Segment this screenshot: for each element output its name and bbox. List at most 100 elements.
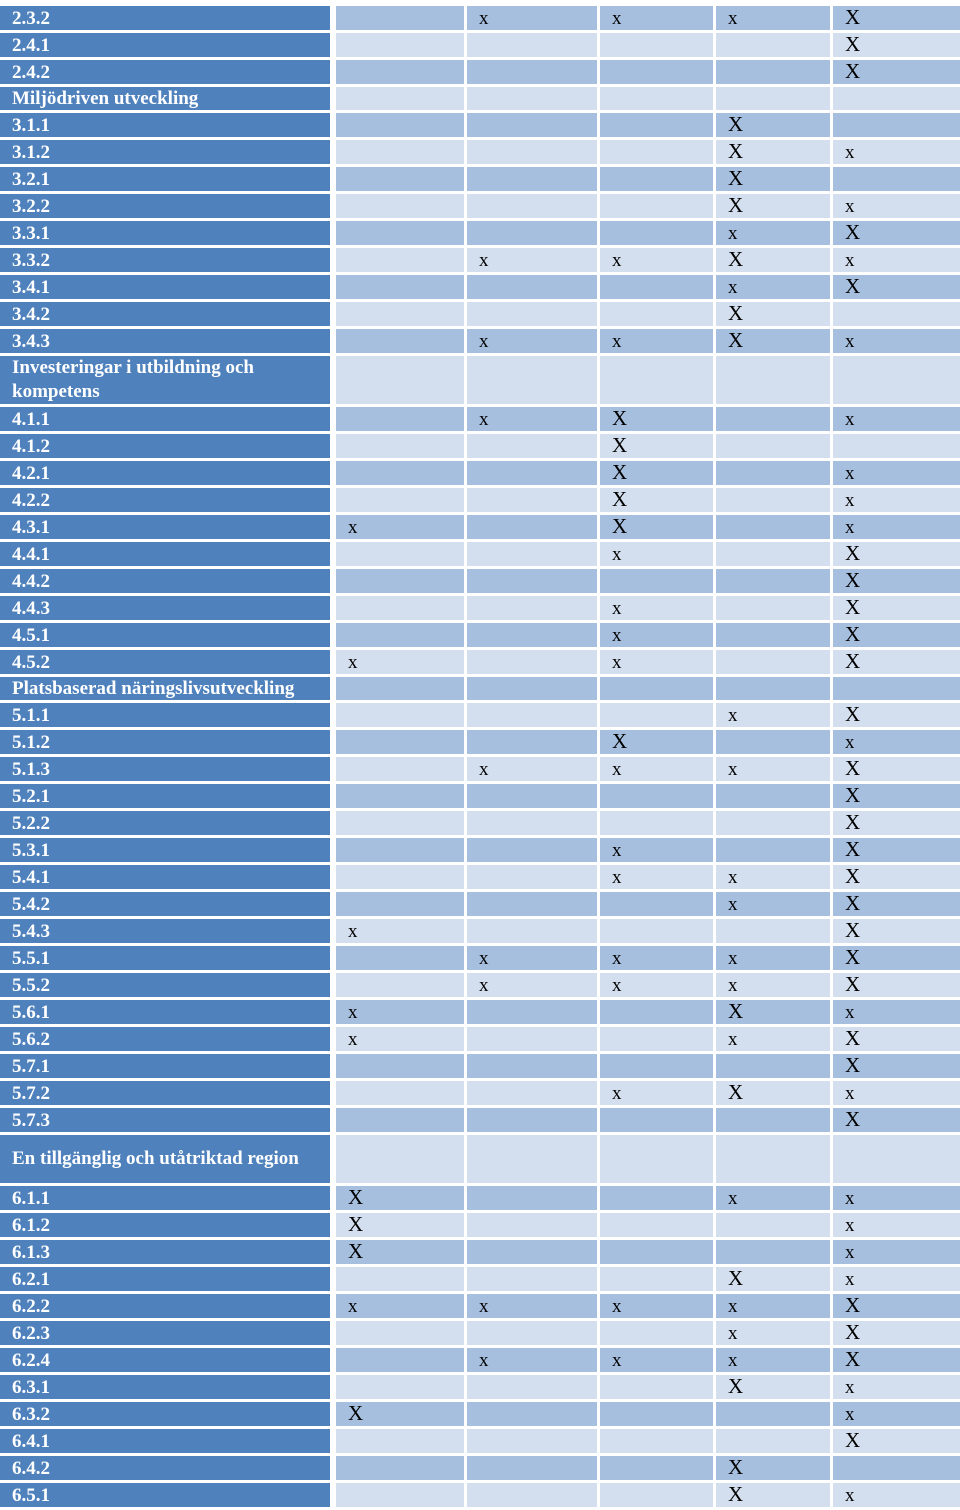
row-label: 5.6.2 xyxy=(0,1027,330,1054)
row-label: 4.3.1 xyxy=(0,515,330,542)
matrix-cell xyxy=(336,221,464,248)
matrix-cell: x xyxy=(464,329,597,356)
matrix-cell xyxy=(713,730,830,757)
cell-mark: x xyxy=(845,141,855,163)
matrix-cell xyxy=(464,1081,597,1108)
cell-mark: X xyxy=(348,1213,364,1236)
cell-mark: x xyxy=(612,758,622,780)
matrix-cell xyxy=(336,703,464,730)
cell-mark: x xyxy=(612,7,622,29)
matrix-cell: X xyxy=(597,407,713,434)
matrix-cell xyxy=(597,221,713,248)
row-label: Investeringar i utbildning och kompetens xyxy=(0,356,330,407)
matrix-cell xyxy=(464,623,597,650)
matrix-cell: X xyxy=(830,865,960,892)
matrix-cell xyxy=(830,302,960,329)
cell-mark: x xyxy=(479,249,489,271)
row-label: 6.2.3 xyxy=(0,1321,330,1348)
cell-mark: x xyxy=(612,543,622,565)
column-gap xyxy=(330,60,336,87)
matrix-cell xyxy=(336,784,464,811)
matrix-cell: X xyxy=(830,623,960,650)
matrix-cell: X xyxy=(830,275,960,302)
matrix-cell: X xyxy=(830,33,960,60)
cell-mark: X xyxy=(612,434,628,457)
matrix-cell xyxy=(336,113,464,140)
matrix-cell xyxy=(713,569,830,596)
matrix-cell xyxy=(597,1240,713,1267)
cell-mark: X xyxy=(845,892,861,915)
table-row: 3.4.2 X xyxy=(0,302,960,329)
matrix-cell: x xyxy=(597,623,713,650)
matrix-cell: x xyxy=(464,973,597,1000)
matrix-cell xyxy=(713,461,830,488)
column-gap xyxy=(330,1348,336,1375)
matrix-cell xyxy=(336,1429,464,1456)
matrix-cell xyxy=(597,1135,713,1186)
matrix-cell xyxy=(464,1456,597,1483)
column-gap xyxy=(330,623,336,650)
matrix-cell xyxy=(336,140,464,167)
cell-mark: x xyxy=(728,7,738,29)
matrix-cell: x xyxy=(597,757,713,784)
matrix-cell xyxy=(830,434,960,461)
cell-mark: x xyxy=(479,758,489,780)
matrix-cell xyxy=(464,194,597,221)
cell-mark: X xyxy=(845,5,861,29)
matrix-cell xyxy=(336,1135,464,1186)
matrix-cell: X xyxy=(830,811,960,838)
cell-mark: X xyxy=(845,865,861,888)
table-row: 5.2.1 X xyxy=(0,784,960,811)
matrix-cell: x xyxy=(830,248,960,275)
cell-mark: X xyxy=(612,461,628,484)
cell-mark: x xyxy=(845,330,855,352)
row-label: 6.4.1 xyxy=(0,1429,330,1456)
matrix-cell xyxy=(713,1429,830,1456)
column-gap xyxy=(330,488,336,515)
matrix-cell xyxy=(464,1321,597,1348)
matrix-cell xyxy=(597,811,713,838)
matrix-cell: x xyxy=(597,329,713,356)
matrix-cell xyxy=(464,167,597,194)
column-gap xyxy=(330,1186,336,1213)
table-row: 5.2.2 X xyxy=(0,811,960,838)
matrix-cell xyxy=(464,1402,597,1429)
matrix-cell xyxy=(336,730,464,757)
matrix-cell xyxy=(464,302,597,329)
matrix-cell xyxy=(713,356,830,407)
matrix-cell xyxy=(464,1000,597,1027)
matrix-cell: X xyxy=(830,919,960,946)
table-row: En tillgänglig och utåtriktad region xyxy=(0,1135,960,1186)
matrix-cell xyxy=(464,275,597,302)
matrix-cell: X xyxy=(830,569,960,596)
matrix-cell: x xyxy=(464,1348,597,1375)
matrix-cell: X xyxy=(713,1267,830,1294)
matrix-cell xyxy=(713,542,830,569)
matrix-cell xyxy=(830,356,960,407)
cell-mark: x xyxy=(348,516,358,538)
row-label: 3.3.2 xyxy=(0,248,330,275)
matrix-cell xyxy=(464,677,597,703)
row-label: 3.4.2 xyxy=(0,302,330,329)
matrix-cell: X xyxy=(830,892,960,919)
matrix-cell xyxy=(830,87,960,113)
matrix-cell: x xyxy=(597,838,713,865)
cell-mark: x xyxy=(612,1082,622,1104)
cell-mark: x xyxy=(728,1295,738,1317)
cell-mark: X xyxy=(728,1375,744,1398)
row-label: 4.1.1 xyxy=(0,407,330,434)
cell-mark: X xyxy=(845,60,861,83)
matrix-cell xyxy=(597,677,713,703)
matrix-cell xyxy=(713,488,830,515)
cell-mark: x xyxy=(479,330,489,352)
cell-mark: X xyxy=(845,569,861,592)
column-gap xyxy=(330,1213,336,1240)
cell-mark: x xyxy=(612,839,622,861)
matrix-cell xyxy=(597,140,713,167)
row-label: 5.4.1 xyxy=(0,865,330,892)
cell-mark: x xyxy=(845,1484,855,1506)
